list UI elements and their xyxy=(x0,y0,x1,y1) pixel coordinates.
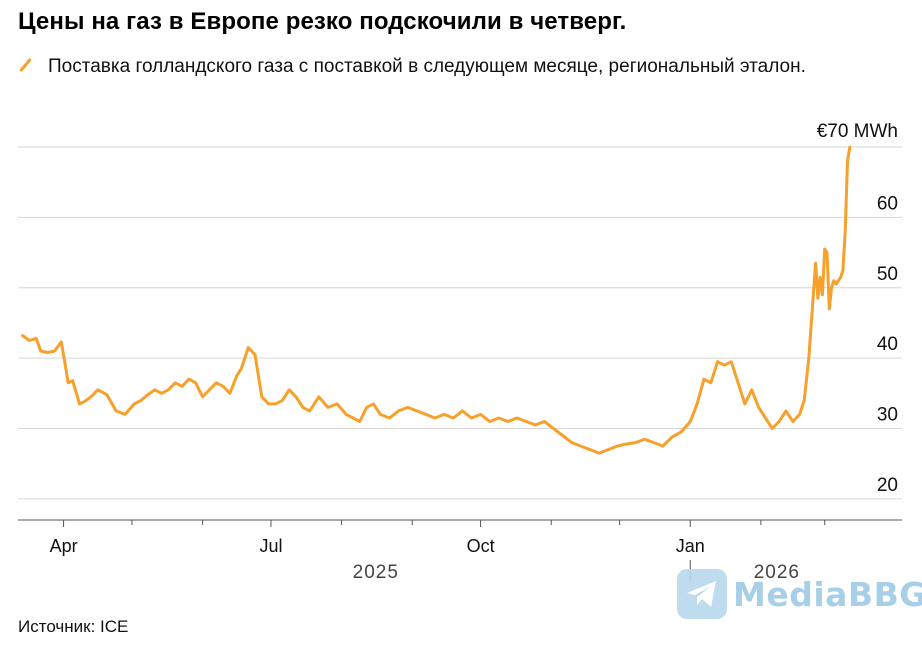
source-note: Источник: ICE xyxy=(18,617,129,636)
watermark-text: MediaBBG xyxy=(733,574,922,614)
line-chart: Apr Jul Oct Jan 2025 2026 20 30 40 50 60 €70 MWh xyxy=(18,121,902,583)
series-line-0 xyxy=(21,145,852,455)
y-tick-label-70: €70 MWh xyxy=(817,121,898,142)
series-layer xyxy=(21,145,852,455)
y-tick-label-30: 30 xyxy=(877,405,898,426)
watermark: MediaBBG xyxy=(677,569,922,619)
chart-title: Цены на газ в Европе резко подскочили в … xyxy=(18,8,627,35)
x-tick-label-Jan: Jan xyxy=(676,536,705,556)
year-label-2025: 2025 xyxy=(353,562,399,583)
x-tick-label-Jul: Jul xyxy=(259,536,282,556)
chart-legend: Поставка голландского газа с поставкой в… xyxy=(18,54,878,79)
gridlines xyxy=(18,146,902,500)
y-tick-label-60: 60 xyxy=(877,193,898,214)
x-tick-label-Oct: Oct xyxy=(467,536,495,556)
y-tick-label-20: 20 xyxy=(877,475,898,496)
y-tick-label-50: 50 xyxy=(877,264,898,285)
x-axis: Apr Jul Oct Jan 2025 2026 xyxy=(18,519,902,583)
year-label-2026: 2026 xyxy=(754,562,800,583)
y-axis-labels: 20 30 40 50 60 €70 MWh xyxy=(817,121,898,496)
x-tick-label-Apr: Apr xyxy=(50,536,78,556)
y-tick-label-40: 40 xyxy=(877,334,898,355)
legend-label: Поставка голландского газа с поставкой в… xyxy=(48,56,806,77)
telegram-icon xyxy=(677,569,727,619)
